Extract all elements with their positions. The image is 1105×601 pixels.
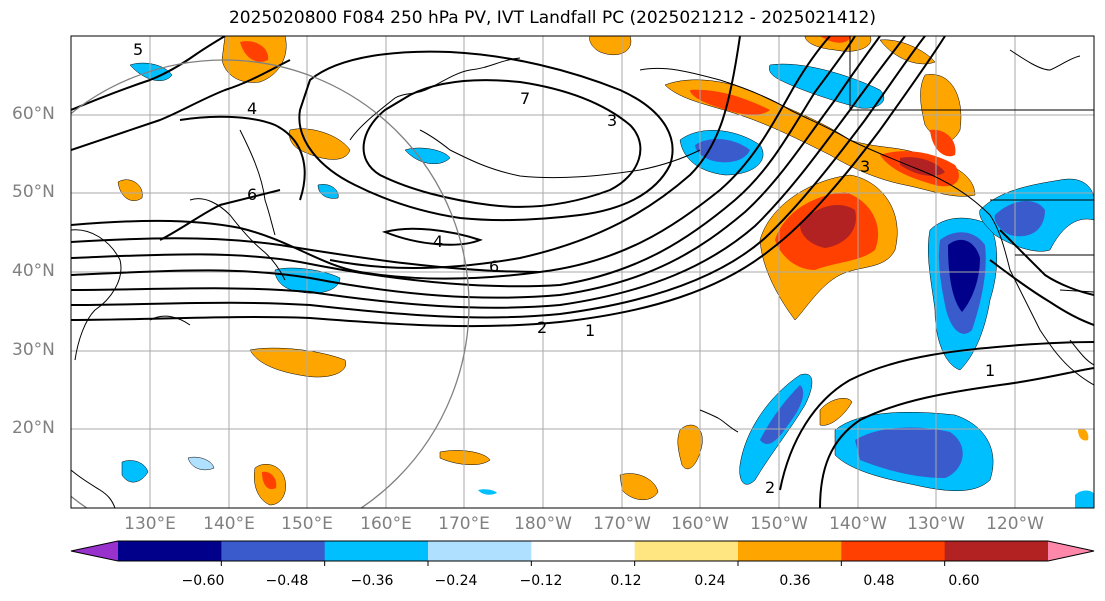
- lon-label: 140°W: [829, 514, 887, 534]
- colorbar-tick-label: −0.24: [434, 573, 478, 589]
- lat-label: 20°N: [12, 418, 55, 438]
- region-circle: [71, 59, 470, 508]
- colorbar-tick-label: 0.36: [779, 573, 811, 589]
- lon-label: 130°W: [907, 514, 965, 534]
- colorbar-tick-label: −0.36: [350, 573, 394, 589]
- lon-label: 160°E: [360, 514, 412, 534]
- contour-label: 1: [985, 361, 995, 380]
- colorbar-swatch: [738, 541, 842, 561]
- lon-label: 130°E: [124, 514, 176, 534]
- colorbar-swatch: [944, 541, 1049, 561]
- map-panel: 4 6 2 1 1 2 3 5 4 6 7 3: [71, 36, 1094, 508]
- contour-label: 3: [607, 111, 617, 130]
- colorbar-extend-high: [1048, 541, 1094, 561]
- lon-label: 150°W: [750, 514, 808, 534]
- contour-label: 1: [585, 321, 595, 340]
- lat-label: 50°N: [12, 182, 55, 202]
- colorbar-swatch: [531, 541, 636, 561]
- colorbar: [70, 540, 1095, 566]
- colorbar-tick-label: −0.48: [265, 573, 309, 589]
- colorbar-swatch: [841, 541, 946, 561]
- colorbar-swatch: [324, 541, 429, 561]
- lon-label: 180°W: [514, 514, 572, 534]
- colorbar-tick-label: 0.24: [694, 573, 726, 589]
- lon-label: 150°E: [281, 514, 333, 534]
- colorbar-swatch: [118, 541, 222, 561]
- contour-label: 7: [520, 89, 530, 108]
- lon-label: 160°W: [671, 514, 729, 534]
- colorbar-tick-label: −0.60: [181, 573, 225, 589]
- colorbar-swatch: [221, 541, 326, 561]
- contour-label: 2: [765, 478, 775, 497]
- lon-label: 120°W: [986, 514, 1044, 534]
- lon-label: 170°W: [593, 514, 651, 534]
- lon-label: 170°E: [438, 514, 490, 534]
- colorbar-tick-label: 0.48: [863, 573, 895, 589]
- lon-label: 140°E: [203, 514, 255, 534]
- ivt-contours: [71, 36, 1094, 508]
- lat-label: 40°N: [12, 261, 55, 281]
- contour-label: 6: [247, 185, 257, 204]
- colorbar-extend-low: [71, 541, 118, 561]
- contour-label: 3: [860, 157, 870, 176]
- colorbar-outline: [70, 540, 1095, 562]
- lat-label: 30°N: [12, 340, 55, 360]
- colorbar-swatch: [428, 541, 532, 561]
- contour-label: 4: [247, 99, 257, 118]
- colorbar-tick-label: 0.12: [610, 573, 642, 589]
- map-frame: [70, 35, 1095, 509]
- lat-label: 60°N: [12, 104, 55, 124]
- pv-shading: [117, 36, 1094, 508]
- colorbar-tick-label: −0.12: [519, 573, 563, 589]
- colorbar-tick-label: 0.60: [948, 573, 980, 589]
- contour-label: 2: [537, 318, 547, 337]
- contour-labels: 4 6 2 1 1 2 3 5 4 6 7 3: [133, 40, 995, 497]
- contour-label: 6: [489, 257, 499, 276]
- map-title: 2025020800 F084 250 hPa PV, IVT Landfall…: [228, 8, 876, 28]
- colorbar-swatch: [634, 541, 739, 561]
- contour-label: 4: [433, 232, 443, 251]
- contour-label: 5: [133, 40, 143, 59]
